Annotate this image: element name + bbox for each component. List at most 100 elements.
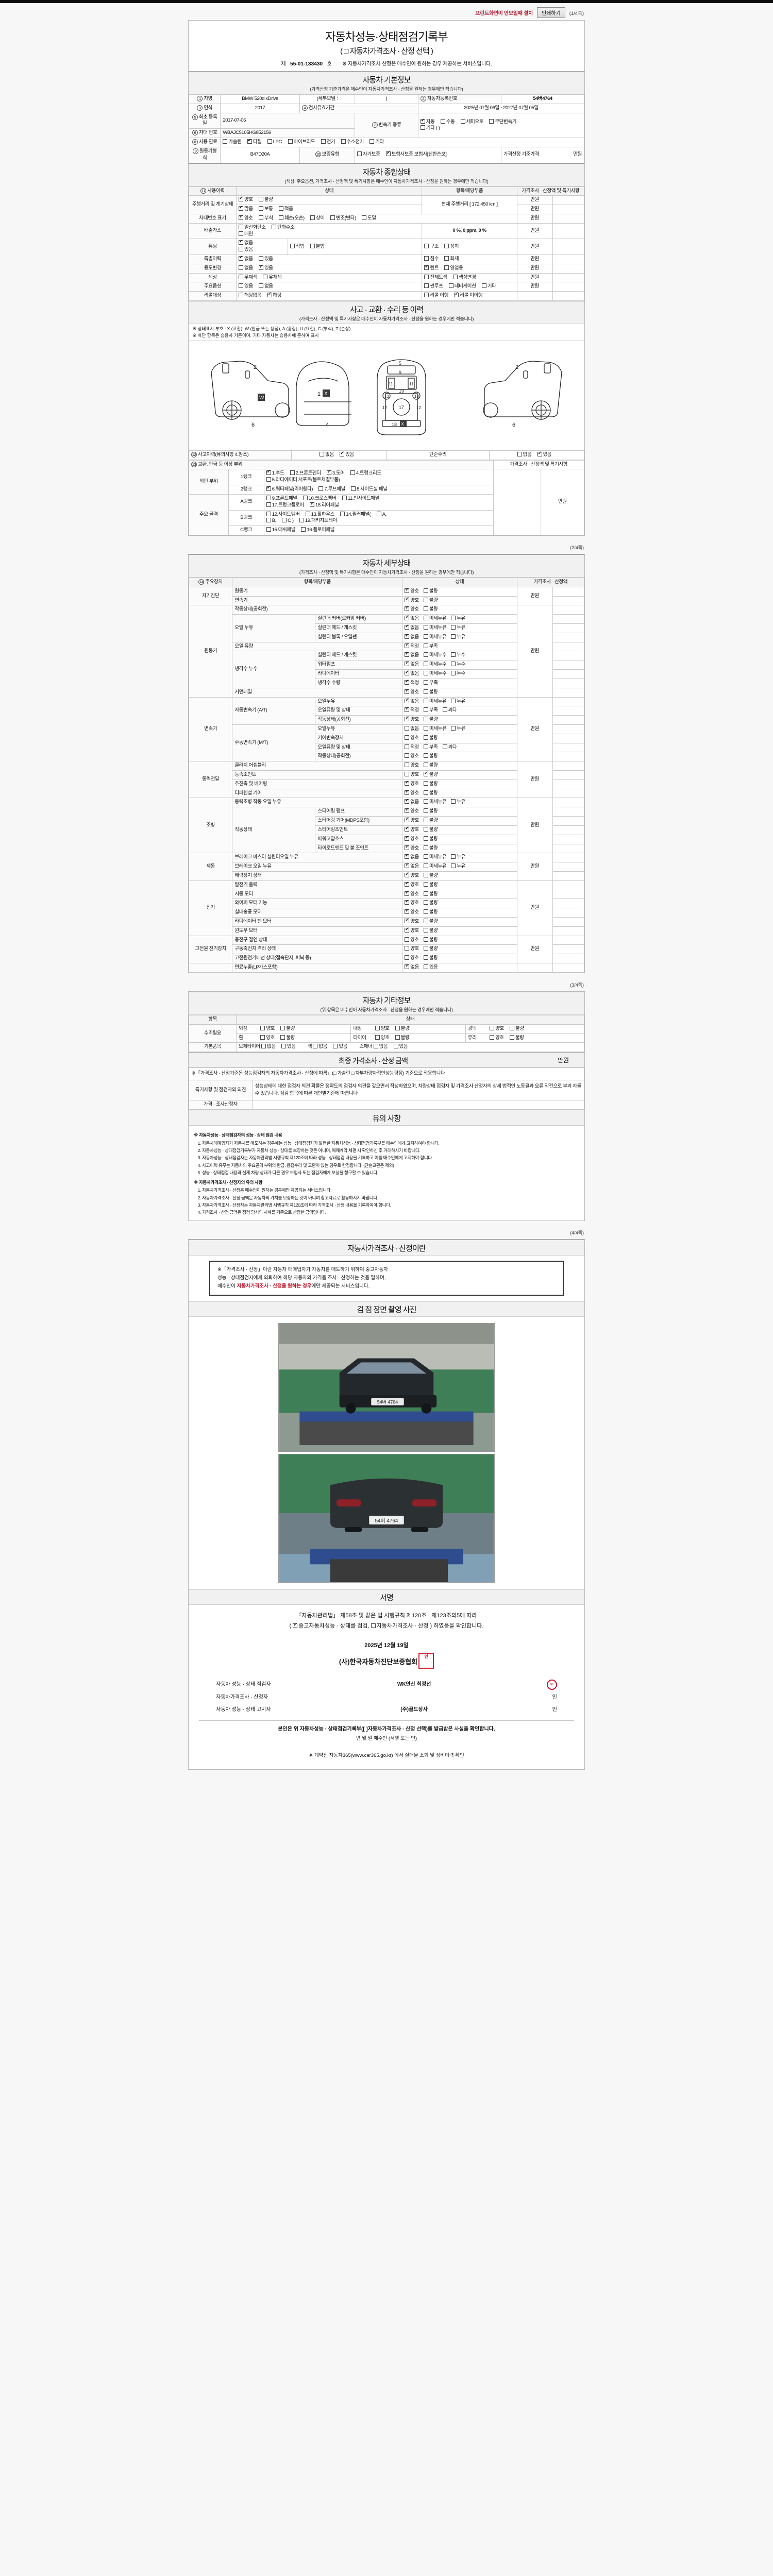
checkbox-icon[interactable] (405, 779, 410, 786)
checkbox-icon[interactable] (423, 597, 428, 602)
option-불량[interactable]: 불량 (423, 808, 438, 815)
option-부족[interactable]: 부족 (423, 680, 438, 687)
option-usechange-yes[interactable]: 있음 (258, 264, 273, 272)
checkbox-icon[interactable] (288, 139, 293, 144)
checkbox-icon[interactable] (490, 1035, 495, 1040)
option-미세누수[interactable]: 미세누수 (423, 671, 447, 677)
checkbox-icon[interactable] (405, 762, 410, 768)
checkbox-icon[interactable] (258, 215, 263, 220)
option-part-packagetray[interactable]: 19.패키지트레이 (299, 518, 337, 524)
checkbox-icon[interactable] (310, 243, 315, 248)
checkbox-icon[interactable] (266, 511, 271, 516)
option-불량[interactable]: 불량 (423, 937, 438, 944)
option-recall-na[interactable]: 해당없음 (239, 293, 262, 299)
option-양호[interactable]: 양호 (405, 816, 419, 824)
option-emission-co[interactable]: 일산화탄소 (239, 224, 266, 231)
checkbox-icon[interactable] (320, 451, 325, 456)
checkbox-icon[interactable] (405, 614, 410, 621)
option-없음[interactable]: 없음 (405, 963, 419, 971)
checkbox-icon[interactable] (395, 1025, 400, 1030)
checkbox-icon[interactable] (258, 206, 263, 211)
option-recall-applicable[interactable]: 해당 (267, 291, 282, 299)
option-누수[interactable]: 누수 (451, 671, 465, 677)
checkbox-icon[interactable] (271, 224, 276, 229)
checkbox-icon[interactable] (239, 231, 244, 236)
checkbox-icon[interactable] (423, 872, 428, 877)
checkbox-icon[interactable] (453, 274, 458, 279)
checkbox-icon[interactable] (340, 511, 345, 516)
checkbox-icon[interactable] (405, 816, 410, 823)
checkbox-icon[interactable] (239, 224, 244, 229)
option-part-hood[interactable]: 1.후드 (266, 469, 284, 477)
option-fuel-hydrogen[interactable]: 수소전기 (341, 139, 364, 146)
option-불량[interactable]: 불량 (423, 836, 438, 843)
option-없음[interactable]: 없음 (405, 623, 419, 632)
checkbox-icon[interactable] (423, 770, 428, 777)
checkbox-icon[interactable] (405, 917, 410, 924)
option-양호[interactable]: 양호 (405, 899, 419, 907)
checkbox-icon[interactable] (424, 274, 429, 279)
checkbox-icon[interactable] (247, 138, 252, 144)
option-양호[interactable]: 양호 (405, 844, 419, 852)
option-없음[interactable]: 없음 (405, 798, 419, 806)
checkbox-icon[interactable] (423, 725, 428, 731)
option-wheel-good[interactable]: 양호 (260, 1035, 275, 1042)
option-불량[interactable]: 불량 (423, 927, 438, 935)
checkbox-icon[interactable] (267, 291, 272, 298)
checkbox-icon[interactable] (448, 283, 453, 289)
option-불량[interactable]: 불량 (423, 689, 438, 696)
checkbox-icon[interactable] (357, 151, 362, 157)
option-warranty-self[interactable]: 자가보증 (357, 151, 380, 158)
option-special-none[interactable]: 없음 (239, 255, 253, 263)
option-양호[interactable]: 양호 (405, 789, 419, 797)
checkbox-icon[interactable] (310, 501, 314, 507)
option-vin-different[interactable]: 상이 (310, 215, 325, 222)
option-불량[interactable]: 불량 (423, 909, 438, 916)
checkbox-icon[interactable] (405, 937, 410, 942)
checkbox-icon[interactable] (405, 835, 410, 841)
option-glass-good[interactable]: 양호 (490, 1035, 504, 1042)
checkbox-icon[interactable] (405, 706, 410, 713)
option-part-pillar-c[interactable]: C ) (282, 518, 294, 524)
option-recall-notdone[interactable]: 리콜 미이행 (454, 291, 483, 299)
checkbox-icon[interactable] (293, 1622, 298, 1628)
option-있음[interactable]: 있음 (423, 964, 438, 971)
checkbox-icon[interactable] (239, 239, 244, 245)
checkbox-icon[interactable] (405, 825, 410, 832)
option-미세누수[interactable]: 미세누수 (423, 652, 447, 659)
checkbox-icon[interactable] (405, 963, 410, 970)
checkbox-icon[interactable] (451, 799, 456, 804)
checkbox-icon[interactable] (423, 662, 428, 667)
option-transmission-manual[interactable]: 수동 (440, 118, 455, 126)
option-불량[interactable]: 불량 (423, 818, 438, 824)
option-part-door[interactable]: 3.도어 (326, 469, 345, 477)
option-simple-yes[interactable]: 있음 (537, 450, 552, 459)
option-양호[interactable]: 양호 (405, 688, 419, 696)
checkbox-icon[interactable] (423, 698, 428, 703)
checkbox-icon[interactable] (451, 625, 456, 630)
option-누수[interactable]: 누수 (451, 662, 465, 668)
option-options-no[interactable]: 없음 (258, 283, 273, 290)
option-tuning-device[interactable]: 장치 (444, 243, 459, 250)
option-color-chromatic[interactable]: 유채색 (263, 274, 282, 281)
checkbox-icon[interactable] (451, 863, 456, 869)
option-transmission-cvt[interactable]: 무단변속기 (489, 118, 516, 126)
option-part-roofpanel[interactable]: 7.루프패널 (318, 486, 345, 493)
checkbox-icon[interactable] (405, 807, 410, 814)
checkbox-icon[interactable] (405, 642, 410, 648)
option-적정[interactable]: 적정 (405, 706, 419, 714)
option-color-changed[interactable]: 색상변경 (453, 274, 476, 281)
option-part-frontpanel[interactable]: 9.프론트패널 (266, 495, 297, 502)
checkbox-icon[interactable] (260, 1035, 265, 1040)
option-part-sidemember[interactable]: 12.사이드멤버 (266, 511, 300, 518)
checkbox-icon[interactable] (423, 900, 428, 905)
checkbox-icon[interactable] (423, 854, 428, 859)
checkbox-icon[interactable] (395, 1035, 400, 1040)
checkbox-icon[interactable] (405, 753, 410, 758)
checkbox-icon[interactable] (423, 927, 428, 933)
option-양호[interactable]: 양호 (405, 715, 419, 723)
checkbox-icon[interactable] (423, 790, 428, 795)
checkbox-icon[interactable] (424, 264, 429, 270)
checkbox-icon[interactable] (444, 265, 449, 270)
option-없음[interactable]: 없음 (405, 660, 419, 668)
